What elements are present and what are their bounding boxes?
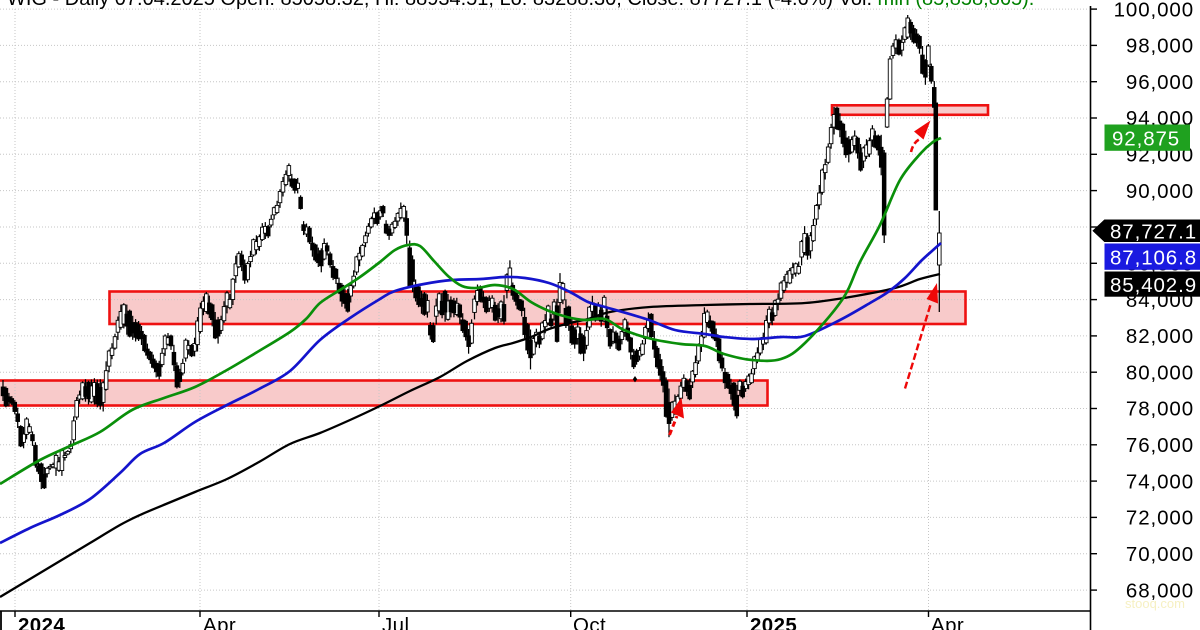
svg-text:Apr: Apr — [931, 614, 964, 630]
svg-text:90,000: 90,000 — [1126, 180, 1194, 203]
svg-text:87,727.1: 87,727.1 — [1110, 221, 1197, 244]
svg-text:85,402.9: 85,402.9 — [1110, 274, 1197, 297]
svg-text:74,000: 74,000 — [1126, 470, 1194, 493]
svg-text:94,000: 94,000 — [1126, 107, 1194, 130]
svg-text:82,000: 82,000 — [1126, 325, 1194, 348]
svg-text:WIG - Daily 07.04.2025 Open: 8: WIG - Daily 07.04.2025 Open: 85058.32, H… — [7, 0, 1034, 10]
svg-text:Oct: Oct — [573, 614, 606, 630]
svg-text:100,000: 100,000 — [1114, 0, 1194, 21]
svg-text:stooq.com: stooq.com — [1125, 596, 1185, 611]
svg-text:96,000: 96,000 — [1126, 71, 1194, 94]
svg-text:2024: 2024 — [18, 614, 65, 630]
svg-text:Apr: Apr — [203, 614, 236, 630]
svg-text:2025: 2025 — [750, 614, 797, 630]
svg-text:98,000: 98,000 — [1126, 35, 1194, 58]
svg-text:72,000: 72,000 — [1126, 507, 1194, 530]
svg-text:87,106.8: 87,106.8 — [1110, 247, 1197, 270]
svg-text:70,000: 70,000 — [1126, 543, 1194, 566]
svg-text:Jul: Jul — [382, 614, 409, 630]
svg-text:92,875: 92,875 — [1112, 127, 1180, 150]
svg-text:80,000: 80,000 — [1126, 361, 1194, 384]
svg-text:76,000: 76,000 — [1126, 434, 1194, 457]
svg-text:78,000: 78,000 — [1126, 398, 1194, 421]
svg-text:68,000: 68,000 — [1126, 579, 1194, 602]
